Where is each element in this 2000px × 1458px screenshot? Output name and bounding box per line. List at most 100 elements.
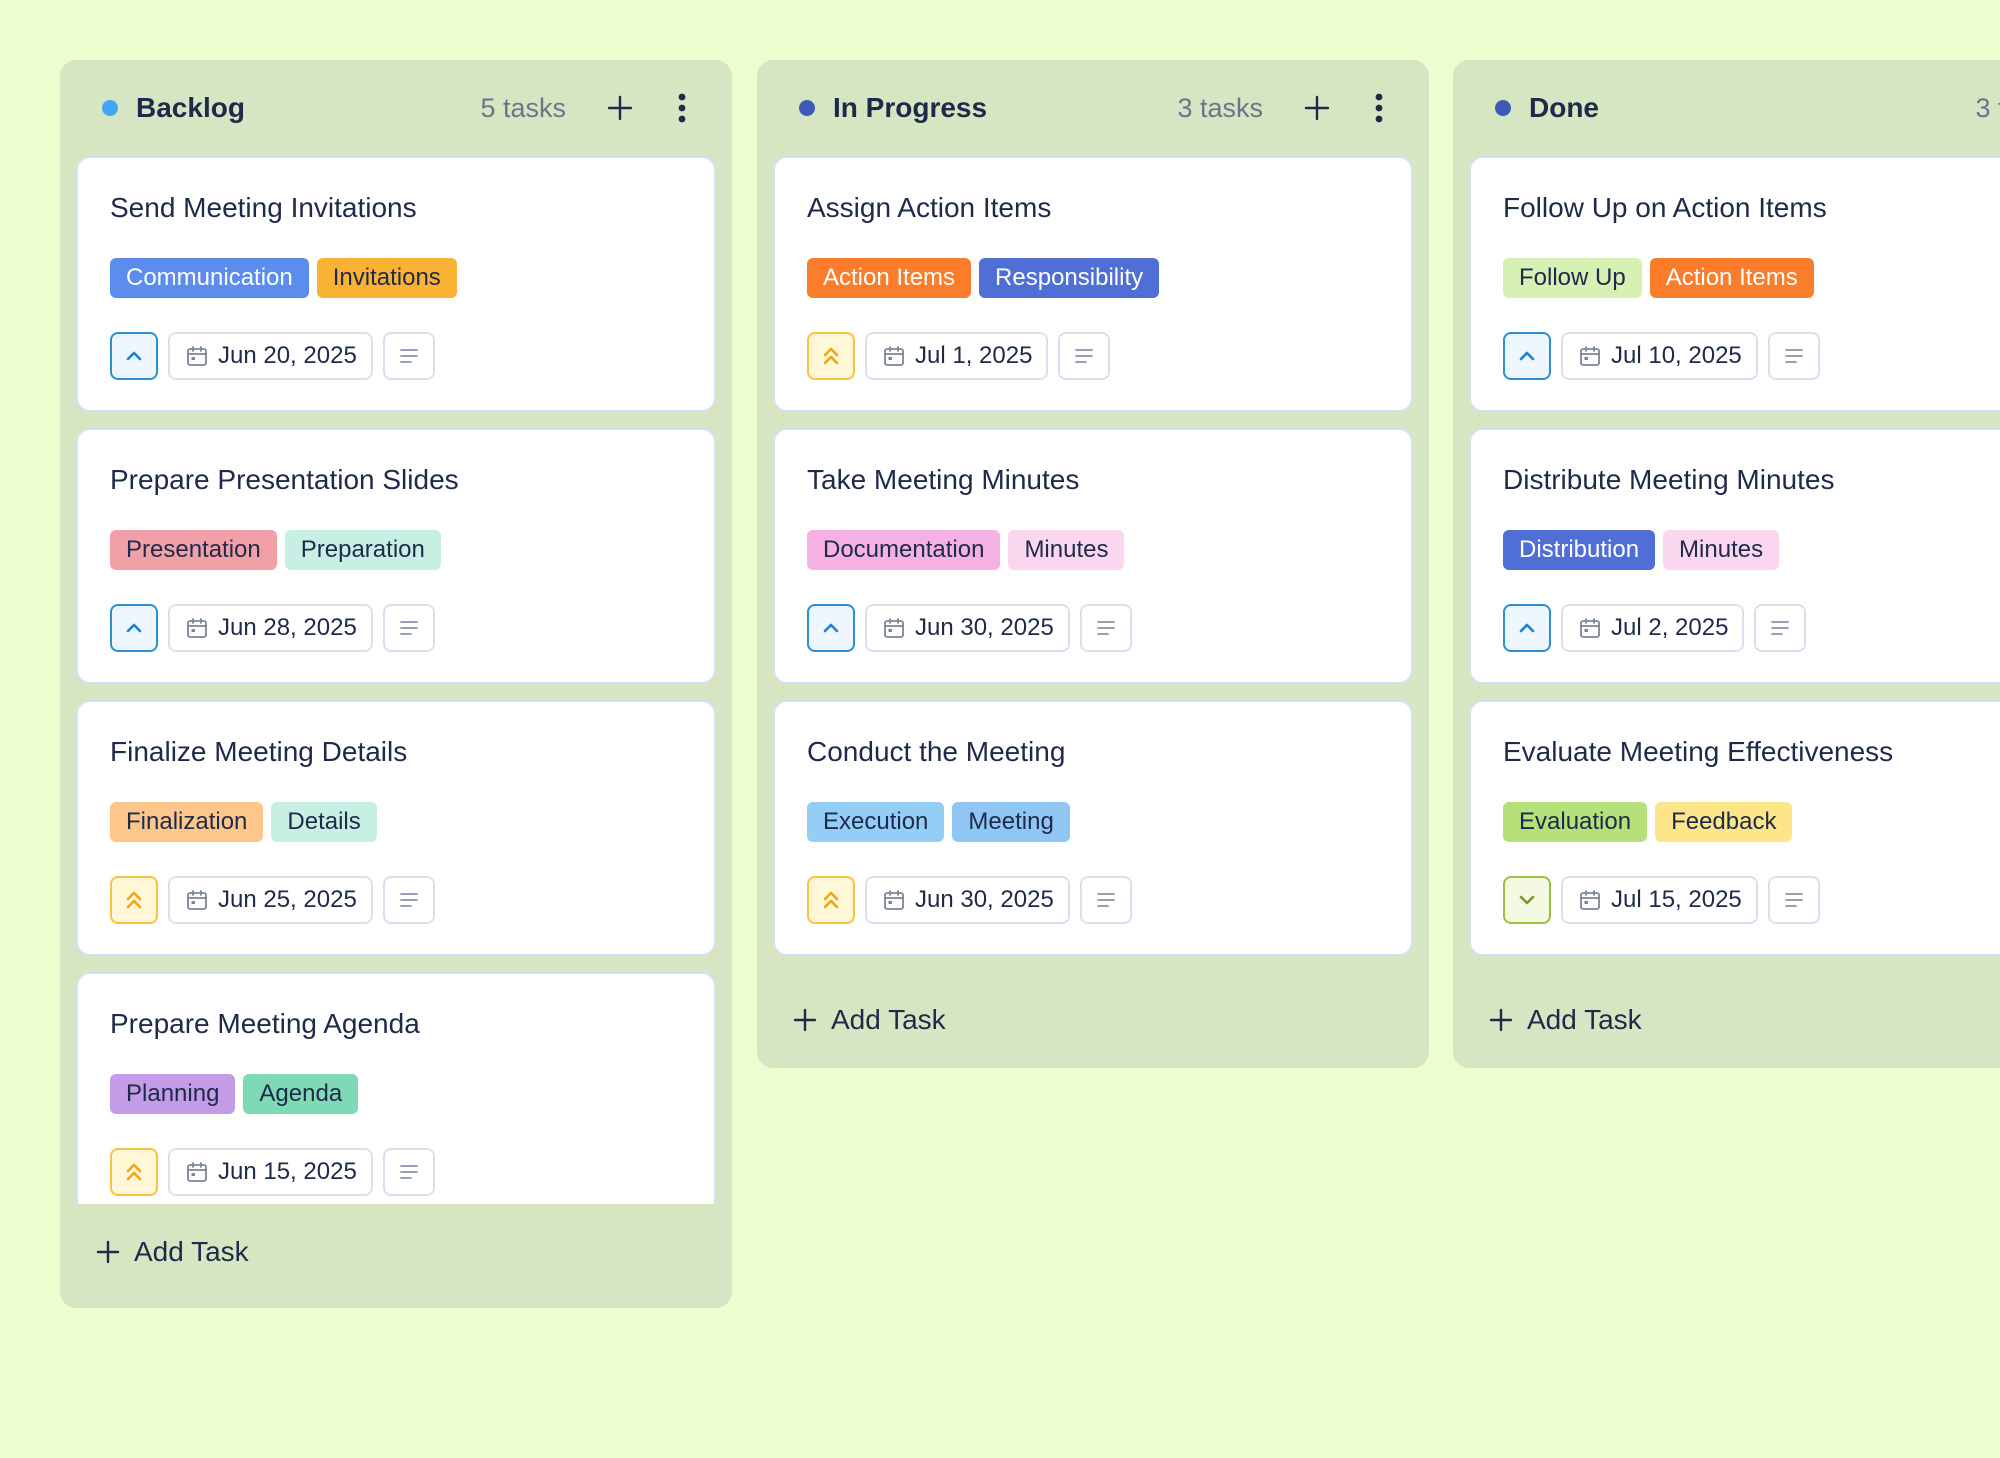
calendar-icon — [1579, 345, 1601, 367]
due-date-chip[interactable]: Jun 28, 2025 — [168, 604, 373, 652]
tag-badge: Minutes — [1008, 530, 1125, 570]
due-date-chip[interactable]: Jun 30, 2025 — [865, 604, 1070, 652]
add-task-label: Add Task — [1527, 1004, 1642, 1035]
priority-button[interactable] — [1503, 332, 1551, 380]
due-date: Jun 25, 2025 — [218, 886, 357, 913]
tag-list: Action Items Responsibility — [807, 258, 1379, 298]
notes-button[interactable] — [1079, 876, 1132, 924]
status-dot — [102, 100, 118, 116]
column-in-progress: In Progress 3 tasks Assign Action Items A… — [757, 60, 1429, 1068]
add-task-button[interactable]: Add Task — [1453, 972, 2000, 1068]
card-title: Assign Action Items — [807, 192, 1052, 223]
column-done: Done 3 tasks Follow Up on Action ItemsFo… — [1453, 60, 2000, 1068]
card-meta: Jun 28, 2025 — [110, 604, 682, 652]
notes-button[interactable] — [1767, 876, 1820, 924]
column-title: In Progress — [833, 92, 988, 123]
tag-list: Follow Up Action Items — [1503, 258, 2000, 298]
tag-badge: Distribution — [1503, 530, 1656, 570]
task-card[interactable]: Distribute Meeting Minutes Distribution Mi… — [1469, 428, 2000, 684]
task-card[interactable]: Assign Action Items Action Items Responsib… — [773, 156, 1413, 412]
add-card-button[interactable] — [600, 88, 640, 128]
calendar-icon — [883, 889, 905, 911]
tag-list: Distribution Minutes — [1503, 530, 2000, 570]
card-meta: Jul 2, 2025 — [1503, 604, 2000, 652]
due-date: Jul 10, 2025 — [1611, 342, 1742, 369]
chevron-up-icon — [1517, 618, 1537, 638]
task-card[interactable]: Prepare Meeting Agenda Planning Agenda Jun … — [76, 972, 716, 1204]
calendar-icon — [1579, 617, 1601, 639]
priority-button[interactable] — [807, 604, 855, 652]
task-card[interactable]: Follow Up on Action Items Follow Up Action… — [1469, 156, 2000, 412]
column-backlog: Backlog 5 tasks Send Meeting Invitations… — [60, 60, 732, 1308]
task-card[interactable]: Conduct the Meeting Execution Meeting Jun 3… — [773, 700, 1413, 956]
task-card[interactable]: Finalize Meeting Details Finalization Deta… — [76, 700, 716, 956]
more-vertical-icon — [678, 93, 686, 123]
tag-badge: Evaluation — [1503, 802, 1648, 842]
due-date-chip[interactable]: Jul 10, 2025 — [1561, 332, 1758, 380]
task-card[interactable]: Evaluate Meeting Effectiveness Evaluation… — [1469, 700, 2000, 956]
notes-button[interactable] — [1767, 332, 1820, 380]
column-header: Done 3 tasks — [1453, 60, 2000, 156]
priority-button[interactable] — [1503, 604, 1551, 652]
due-date: Jun 28, 2025 — [218, 614, 357, 641]
card-title: Prepare Presentation Slides — [110, 464, 459, 495]
column-title: Backlog — [136, 92, 245, 123]
notes-button[interactable] — [1079, 604, 1132, 652]
tag-badge: Action Items — [1649, 258, 1814, 298]
calendar-icon — [186, 889, 208, 911]
plus-icon — [96, 1240, 120, 1264]
tag-badge: Documentation — [807, 530, 1001, 570]
due-date-chip[interactable]: Jul 2, 2025 — [1561, 604, 1745, 652]
notes-button[interactable] — [1754, 604, 1807, 652]
due-date-chip[interactable]: Jul 15, 2025 — [1561, 876, 1758, 924]
due-date-chip[interactable]: Jul 1, 2025 — [865, 332, 1049, 380]
add-task-button[interactable]: Add Task — [60, 1204, 732, 1300]
double-chevron-up-icon — [821, 345, 841, 367]
tag-badge: Meeting — [952, 802, 1070, 842]
priority-button[interactable] — [110, 332, 158, 380]
plus-icon — [1489, 1008, 1513, 1032]
calendar-icon — [883, 345, 905, 367]
notes-button[interactable] — [382, 1148, 435, 1196]
task-card[interactable]: Prepare Presentation Slides Presentation P… — [76, 428, 716, 684]
card-meta: Jun 30, 2025 — [807, 604, 1379, 652]
notes-button[interactable] — [382, 604, 435, 652]
due-date-chip[interactable]: Jun 25, 2025 — [168, 876, 373, 924]
chevron-up-icon — [821, 618, 841, 638]
due-date-chip[interactable]: Jun 15, 2025 — [168, 1148, 373, 1196]
card-title: Prepare Meeting Agenda — [110, 1008, 420, 1039]
due-date: Jul 1, 2025 — [915, 342, 1033, 369]
card-meta: Jun 25, 2025 — [110, 876, 682, 924]
priority-button[interactable] — [807, 876, 855, 924]
task-card[interactable]: Send Meeting Invitations Communication Inv… — [76, 156, 716, 412]
plus-icon — [793, 1008, 817, 1032]
notes-button[interactable] — [382, 876, 435, 924]
notes-icon — [1769, 619, 1791, 637]
task-card[interactable]: Take Meeting Minutes Documentation Minutes… — [773, 428, 1413, 684]
due-date-chip[interactable]: Jun 20, 2025 — [168, 332, 373, 380]
add-task-button[interactable]: Add Task — [757, 972, 1429, 1068]
priority-button[interactable] — [110, 1148, 158, 1196]
notes-icon — [1095, 891, 1117, 909]
notes-icon — [1073, 347, 1095, 365]
add-card-button[interactable] — [1297, 88, 1337, 128]
status-dot — [799, 100, 815, 116]
priority-button[interactable] — [807, 332, 855, 380]
notes-icon — [1783, 891, 1805, 909]
plus-icon — [1304, 95, 1330, 121]
due-date-chip[interactable]: Jun 30, 2025 — [865, 876, 1070, 924]
column-menu-button[interactable] — [662, 88, 702, 128]
column-menu-button[interactable] — [1359, 88, 1399, 128]
column-header: In Progress 3 tasks — [757, 60, 1429, 156]
priority-button[interactable] — [110, 604, 158, 652]
calendar-icon — [1579, 889, 1601, 911]
priority-button[interactable] — [1503, 876, 1551, 924]
notes-button[interactable] — [1058, 332, 1111, 380]
calendar-icon — [186, 345, 208, 367]
tag-list: Documentation Minutes — [807, 530, 1379, 570]
notes-button[interactable] — [382, 332, 435, 380]
tag-list: Execution Meeting — [807, 802, 1379, 842]
tag-badge: Invitations — [316, 258, 457, 298]
priority-button[interactable] — [110, 876, 158, 924]
